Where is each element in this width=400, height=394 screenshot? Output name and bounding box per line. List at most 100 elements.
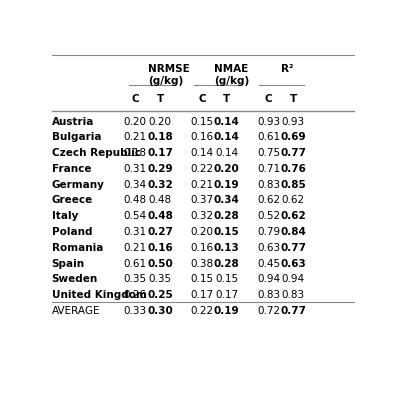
Text: 0.54: 0.54 xyxy=(124,211,147,221)
Text: 0.48: 0.48 xyxy=(148,195,172,206)
Text: 0.48: 0.48 xyxy=(124,195,147,206)
Text: 0.21: 0.21 xyxy=(190,180,214,190)
Text: 0.35: 0.35 xyxy=(124,274,147,284)
Text: T: T xyxy=(156,94,164,104)
Text: 0.63: 0.63 xyxy=(257,243,280,253)
Text: 0.17: 0.17 xyxy=(215,290,238,300)
Text: Sweden: Sweden xyxy=(52,274,98,284)
Text: 0.85: 0.85 xyxy=(280,180,306,190)
Text: 0.35: 0.35 xyxy=(148,274,172,284)
Text: 0.15: 0.15 xyxy=(190,117,214,126)
Text: 0.18: 0.18 xyxy=(124,148,147,158)
Text: 0.32: 0.32 xyxy=(190,211,214,221)
Text: 0.17: 0.17 xyxy=(190,290,214,300)
Text: Spain: Spain xyxy=(52,258,85,269)
Text: 0.34: 0.34 xyxy=(214,195,240,206)
Text: 0.48: 0.48 xyxy=(147,211,173,221)
Text: Poland: Poland xyxy=(52,227,92,237)
Text: 0.77: 0.77 xyxy=(280,148,306,158)
Text: 0.14: 0.14 xyxy=(214,132,240,142)
Text: 0.20: 0.20 xyxy=(124,117,147,126)
Text: Greece: Greece xyxy=(52,195,93,206)
Text: 0.30: 0.30 xyxy=(147,306,173,316)
Text: 0.37: 0.37 xyxy=(190,195,214,206)
Text: 0.26: 0.26 xyxy=(124,290,147,300)
Text: 0.94: 0.94 xyxy=(282,274,305,284)
Text: Bulgaria: Bulgaria xyxy=(52,132,101,142)
Text: 0.62: 0.62 xyxy=(280,211,306,221)
Text: 0.19: 0.19 xyxy=(214,306,240,316)
Text: Germany: Germany xyxy=(52,180,104,190)
Text: 0.14: 0.14 xyxy=(214,117,240,126)
Text: 0.50: 0.50 xyxy=(147,258,173,269)
Text: 0.16: 0.16 xyxy=(190,132,214,142)
Text: 0.63: 0.63 xyxy=(280,258,306,269)
Text: 0.52: 0.52 xyxy=(257,211,280,221)
Text: 0.93: 0.93 xyxy=(282,117,305,126)
Text: Austria: Austria xyxy=(52,117,94,126)
Text: 0.79: 0.79 xyxy=(257,227,280,237)
Text: 0.83: 0.83 xyxy=(257,290,280,300)
Text: 0.16: 0.16 xyxy=(147,243,173,253)
Text: 0.75: 0.75 xyxy=(257,148,280,158)
Text: 0.16: 0.16 xyxy=(190,243,214,253)
Text: 0.28: 0.28 xyxy=(214,258,240,269)
Text: United Kingdom: United Kingdom xyxy=(52,290,146,300)
Text: NRMSE
(g/kg): NRMSE (g/kg) xyxy=(148,64,190,86)
Text: 0.22: 0.22 xyxy=(190,164,214,174)
Text: 0.15: 0.15 xyxy=(215,274,238,284)
Text: 0.27: 0.27 xyxy=(147,227,173,237)
Text: 0.94: 0.94 xyxy=(257,274,280,284)
Text: Romania: Romania xyxy=(52,243,103,253)
Text: 0.17: 0.17 xyxy=(147,148,173,158)
Text: 0.69: 0.69 xyxy=(280,132,306,142)
Text: C: C xyxy=(198,94,206,104)
Text: 0.45: 0.45 xyxy=(257,258,280,269)
Text: T: T xyxy=(223,94,230,104)
Text: 0.20: 0.20 xyxy=(148,117,172,126)
Text: 0.72: 0.72 xyxy=(257,306,280,316)
Text: 0.83: 0.83 xyxy=(282,290,305,300)
Text: 0.20: 0.20 xyxy=(190,227,214,237)
Text: 0.13: 0.13 xyxy=(214,243,240,253)
Text: 0.31: 0.31 xyxy=(124,227,147,237)
Text: T: T xyxy=(290,94,297,104)
Text: 0.38: 0.38 xyxy=(190,258,214,269)
Text: 0.84: 0.84 xyxy=(280,227,306,237)
Text: C: C xyxy=(265,94,272,104)
Text: 0.20: 0.20 xyxy=(214,164,240,174)
Text: 0.93: 0.93 xyxy=(257,117,280,126)
Text: 0.22: 0.22 xyxy=(190,306,214,316)
Text: R²: R² xyxy=(281,64,294,74)
Text: 0.21: 0.21 xyxy=(124,132,147,142)
Text: 0.19: 0.19 xyxy=(214,180,240,190)
Text: 0.33: 0.33 xyxy=(124,306,147,316)
Text: 0.21: 0.21 xyxy=(124,243,147,253)
Text: 0.14: 0.14 xyxy=(190,148,214,158)
Text: 0.34: 0.34 xyxy=(124,180,147,190)
Text: 0.61: 0.61 xyxy=(257,132,280,142)
Text: 0.14: 0.14 xyxy=(215,148,238,158)
Text: 0.15: 0.15 xyxy=(214,227,240,237)
Text: 0.83: 0.83 xyxy=(257,180,280,190)
Text: NMAE
(g/kg): NMAE (g/kg) xyxy=(214,64,250,86)
Text: 0.61: 0.61 xyxy=(124,258,147,269)
Text: 0.77: 0.77 xyxy=(280,243,306,253)
Text: 0.15: 0.15 xyxy=(190,274,214,284)
Text: 0.25: 0.25 xyxy=(147,290,173,300)
Text: 0.18: 0.18 xyxy=(147,132,173,142)
Text: 0.71: 0.71 xyxy=(257,164,280,174)
Text: 0.28: 0.28 xyxy=(214,211,240,221)
Text: 0.31: 0.31 xyxy=(124,164,147,174)
Text: Italy: Italy xyxy=(52,211,78,221)
Text: 0.62: 0.62 xyxy=(282,195,305,206)
Text: 0.29: 0.29 xyxy=(147,164,173,174)
Text: 0.77: 0.77 xyxy=(280,306,306,316)
Text: 0.62: 0.62 xyxy=(257,195,280,206)
Text: Czech Republic: Czech Republic xyxy=(52,148,141,158)
Text: AVERAGE: AVERAGE xyxy=(52,306,100,316)
Text: 0.76: 0.76 xyxy=(280,164,306,174)
Text: 0.32: 0.32 xyxy=(147,180,173,190)
Text: France: France xyxy=(52,164,91,174)
Text: C: C xyxy=(132,94,139,104)
